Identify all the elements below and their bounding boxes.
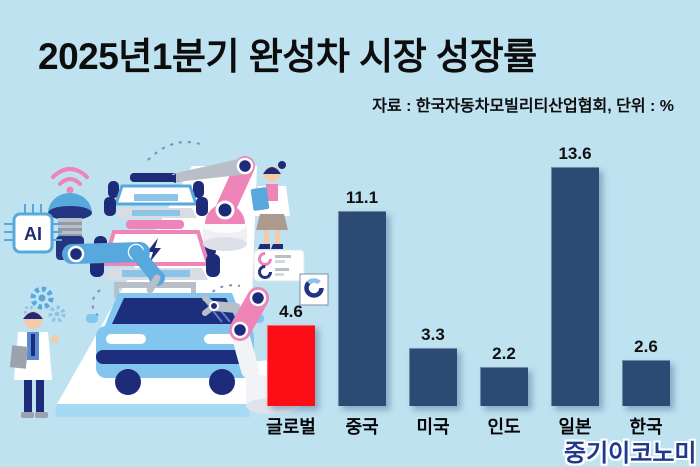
chassis-car-1 bbox=[104, 173, 208, 218]
engineer-male bbox=[9, 311, 59, 418]
bar bbox=[409, 348, 457, 406]
bar bbox=[551, 167, 599, 406]
bar bbox=[480, 367, 528, 406]
bar-category-label: 글로벌 bbox=[266, 417, 316, 437]
bar-category-label: 미국 bbox=[416, 417, 450, 437]
bar-group-인도: 2.2 인도 bbox=[480, 344, 528, 437]
engineer-female bbox=[250, 161, 290, 249]
press-machine bbox=[48, 167, 165, 294]
gear-icon bbox=[23, 286, 66, 323]
bar-category-label: 일본 bbox=[558, 417, 592, 437]
robot-arm-icon bbox=[62, 242, 165, 294]
bar-category-label: 인도 bbox=[487, 417, 521, 437]
bar-value-label: 11.1 bbox=[345, 188, 379, 207]
watermark-logo: 중기이코노미 bbox=[564, 440, 697, 467]
welding-robot-arm bbox=[164, 156, 255, 251]
bar-value-label: 4.6 bbox=[279, 302, 303, 321]
assembled-car bbox=[86, 293, 264, 395]
chassis-car-2-ev bbox=[90, 220, 220, 280]
bar-value-label: 13.6 bbox=[558, 144, 592, 163]
bar bbox=[622, 360, 670, 406]
bar-group-미국: 3.3 미국 bbox=[409, 325, 457, 437]
bar-group-일본: 13.6 일본 bbox=[551, 144, 599, 437]
ai-chip-icon: AI bbox=[4, 204, 62, 254]
bar-chart: 4.6 글로벌 11.1 중국 3.3 미국 2.2 인도 13.6 일본 2.6 한국 bbox=[240, 120, 700, 437]
bar-group-중국: 11.1 중국 bbox=[338, 188, 386, 437]
spark-dashes bbox=[205, 284, 241, 299]
bar bbox=[267, 325, 315, 406]
wifi-icon bbox=[51, 167, 89, 194]
bar-category-label: 중국 bbox=[345, 417, 379, 437]
ai-chip-label: AI bbox=[24, 224, 42, 244]
bar-category-label: 한국 bbox=[629, 417, 663, 437]
spark-dashes bbox=[147, 141, 201, 161]
bar bbox=[338, 211, 386, 406]
source-note: 자료 : 한국자동차모빌리티산업협회, 단위 : % bbox=[372, 98, 674, 115]
bar-group-글로벌: 4.6 글로벌 bbox=[266, 302, 316, 437]
ev-bolt-icon bbox=[147, 238, 161, 262]
bar-value-label: 3.3 bbox=[421, 325, 445, 344]
stat-card bbox=[253, 249, 305, 282]
spark-dashes bbox=[91, 289, 101, 317]
page-title: 2025년1분기 완성차 시장 성장률 bbox=[38, 36, 537, 77]
bar-value-label: 2.6 bbox=[634, 337, 658, 356]
gauge-box bbox=[299, 273, 329, 306]
bar-group-한국: 2.6 한국 bbox=[622, 337, 670, 437]
bar-value-label: 2.2 bbox=[492, 344, 516, 363]
